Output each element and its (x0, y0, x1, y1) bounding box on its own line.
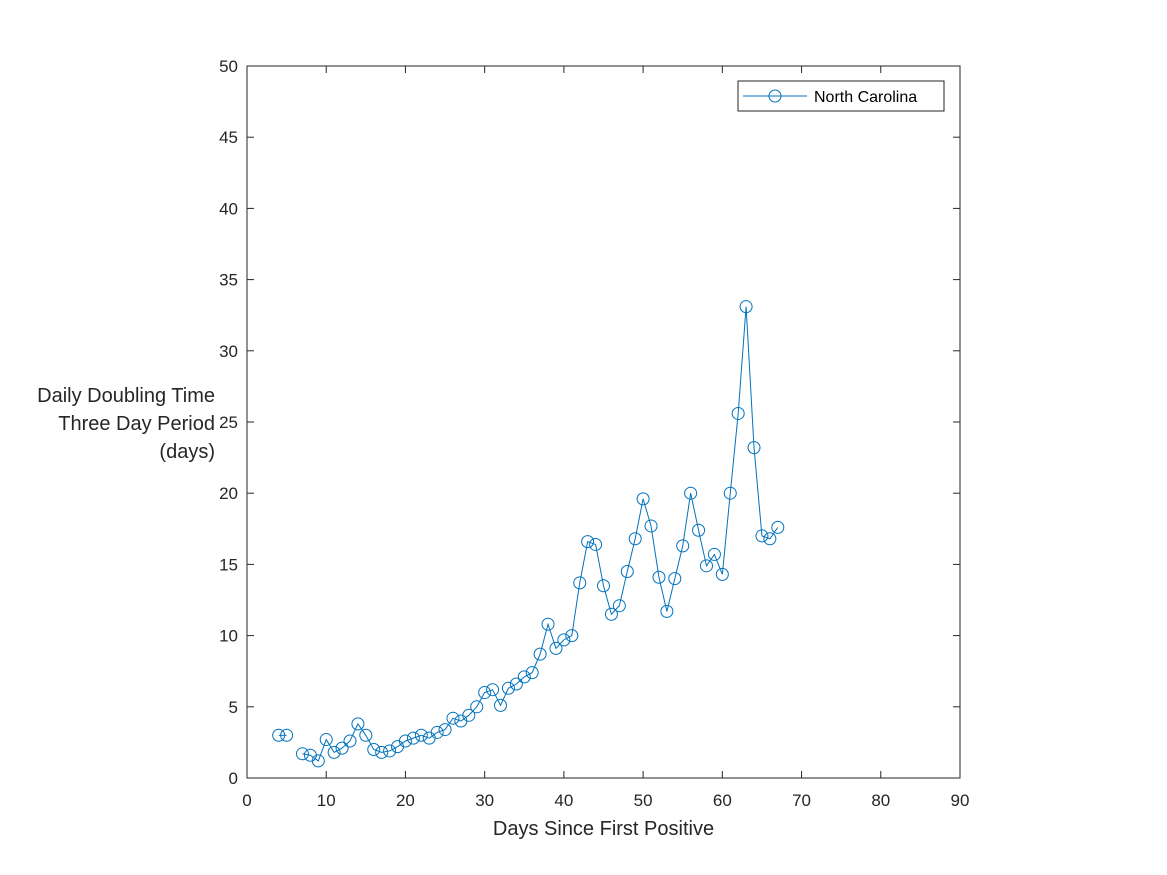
data-point (446, 711, 460, 725)
data-point (597, 579, 610, 593)
y-tick-label: 10 (219, 627, 238, 646)
data-point (343, 734, 357, 748)
data-point (692, 523, 706, 537)
x-tick-label: 40 (554, 791, 573, 810)
data-point (763, 532, 777, 546)
data-point (747, 441, 761, 455)
axis-tick-labels: 0 10 20 30 40 50 60 70 80 90 0 5 10 15 20 25 30 35 40 45 50 (219, 57, 969, 810)
plot-area (246, 65, 961, 779)
data-point (351, 717, 365, 731)
data-point (478, 686, 492, 700)
data-point (755, 529, 769, 543)
x-tick-label: 0 (242, 791, 251, 810)
data-point (486, 683, 500, 697)
data-point (731, 406, 745, 420)
data-point (660, 604, 674, 618)
y-tick-label: 40 (219, 199, 238, 218)
data-point (620, 565, 634, 579)
data-point (430, 725, 444, 739)
data-point (739, 300, 753, 314)
data-point (612, 599, 626, 613)
data-point (375, 745, 389, 759)
data-point (319, 733, 333, 747)
y-axis-label-line-2: Three Day Period (58, 413, 215, 435)
series-line (302, 306, 779, 762)
data-point (644, 519, 658, 533)
data-point (280, 728, 294, 742)
x-tick-label: 10 (317, 791, 336, 810)
x-axis-label: Days Since First Positive (493, 818, 714, 840)
data-point (494, 698, 508, 712)
data-point (541, 617, 555, 631)
data-point (398, 734, 412, 748)
y-axis-label-line-3: (days) (159, 441, 215, 463)
data-point (628, 532, 642, 546)
axis-ticks (246, 65, 961, 779)
x-tick-label: 50 (634, 791, 653, 810)
data-point (509, 677, 523, 691)
data-point (699, 559, 713, 573)
data-point (573, 576, 587, 590)
data-point (501, 681, 515, 695)
data-point (517, 670, 531, 684)
y-tick-label: 5 (229, 698, 238, 717)
data-point (565, 629, 579, 643)
data-point (470, 700, 484, 714)
x-tick-label: 90 (951, 791, 970, 810)
x-tick-label: 60 (713, 791, 732, 810)
data-point (525, 666, 539, 680)
data-point (652, 570, 666, 584)
data-point (715, 567, 729, 581)
data-point (533, 647, 547, 661)
data-point (557, 633, 571, 647)
y-tick-label: 50 (219, 57, 238, 76)
x-tick-label: 20 (396, 791, 415, 810)
data-point (406, 731, 420, 745)
series-layer (272, 300, 785, 768)
x-tick-label: 80 (871, 791, 890, 810)
data-point (676, 539, 690, 553)
data-point (707, 547, 721, 561)
data-point (549, 641, 563, 655)
data-point (327, 745, 341, 759)
data-point (771, 520, 785, 534)
y-tick-label: 30 (219, 342, 238, 361)
data-point (367, 743, 381, 757)
data-point (589, 537, 603, 551)
legend: North Carolina (737, 80, 945, 112)
data-point (462, 708, 476, 722)
data-point (335, 741, 349, 755)
data-point (383, 744, 397, 758)
y-tick-label: 35 (219, 271, 238, 290)
data-point (604, 607, 618, 621)
y-axis-label-line-1: Daily Doubling Time (37, 385, 215, 407)
x-tick-label: 70 (792, 791, 811, 810)
data-point (636, 492, 650, 506)
y-tick-label: 0 (229, 769, 238, 788)
data-point (438, 723, 452, 737)
y-tick-label: 20 (219, 484, 238, 503)
data-point (272, 728, 286, 742)
data-point (581, 535, 595, 549)
data-point (414, 728, 428, 742)
y-tick-label: 25 (219, 413, 238, 432)
data-point (668, 572, 682, 586)
x-tick-label: 30 (475, 791, 494, 810)
y-tick-label: 45 (219, 128, 238, 147)
data-point (723, 486, 737, 500)
legend-label: North Carolina (814, 89, 917, 106)
legend-marker-circle (768, 89, 782, 103)
data-point (684, 486, 698, 500)
y-tick-label: 15 (219, 555, 238, 574)
data-point (311, 754, 325, 768)
data-point (359, 728, 373, 742)
data-point (295, 747, 309, 761)
